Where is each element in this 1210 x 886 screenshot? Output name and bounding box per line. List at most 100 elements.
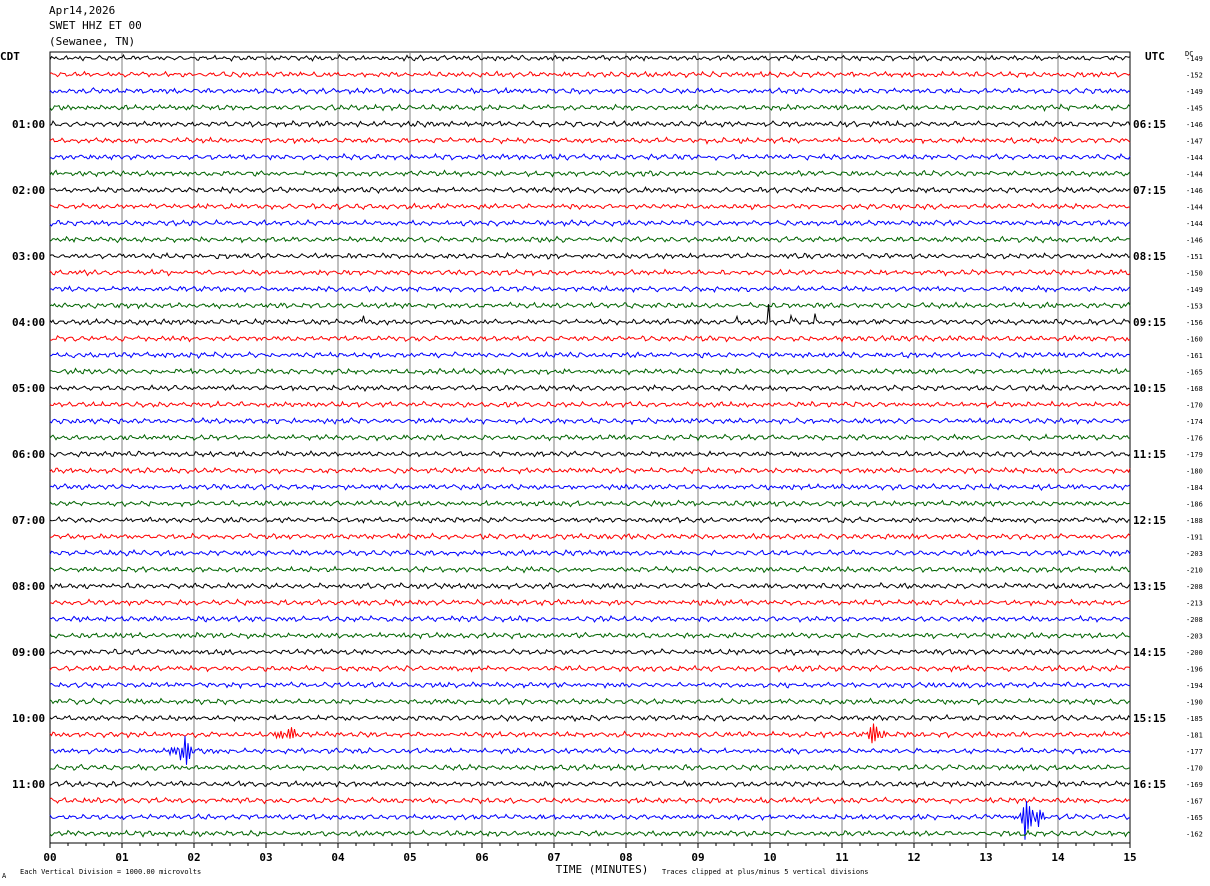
dc-offset-label: -176 <box>1186 435 1203 443</box>
dc-offset-label: -146 <box>1186 187 1203 195</box>
dc-offset-label: -185 <box>1186 715 1203 723</box>
x-tick-label: 11 <box>835 851 849 864</box>
trace-line <box>49 565 1131 574</box>
left-timezone-label: CDT <box>0 50 20 63</box>
left-hour-label: 10:00 <box>12 712 45 725</box>
trace-line <box>49 251 1131 260</box>
trace-line <box>49 681 1131 690</box>
left-hour-label: 08:00 <box>12 580 45 593</box>
dc-offset-label: -149 <box>1186 55 1203 63</box>
dc-offset-label: -144 <box>1186 171 1203 179</box>
left-hour-label: 02:00 <box>12 184 45 197</box>
dc-offset-label: -196 <box>1186 666 1203 674</box>
dc-offset-label: -170 <box>1186 402 1203 410</box>
trace-line <box>49 119 1131 129</box>
x-tick-label: 05 <box>403 851 416 864</box>
dc-offset-label: -184 <box>1186 484 1203 492</box>
dc-offset-label: -170 <box>1186 765 1203 773</box>
trace-line <box>49 400 1131 409</box>
trace-line <box>49 466 1131 475</box>
trace-line <box>49 185 1131 195</box>
trace-line <box>49 735 1131 765</box>
x-tick-label: 06 <box>475 851 489 864</box>
dc-offset-label: -190 <box>1186 699 1203 707</box>
clip-note: Traces clipped at plus/minus 5 vertical … <box>662 868 869 876</box>
dc-offset-label: -147 <box>1186 138 1203 146</box>
trace-line <box>49 53 1131 62</box>
trace-line <box>49 86 1131 95</box>
header-station: SWET HHZ ET 00 <box>49 19 142 32</box>
right-hour-label: 11:15 <box>1133 448 1166 461</box>
dc-offset-label: -146 <box>1186 121 1203 129</box>
dc-label: DC <box>1185 50 1194 58</box>
dc-offset-label: -168 <box>1186 385 1203 393</box>
corner-mark: A <box>2 872 7 880</box>
dc-offset-label: -188 <box>1186 517 1203 525</box>
dc-offset-label: -146 <box>1186 237 1203 245</box>
right-hour-label: 16:15 <box>1133 778 1166 791</box>
trace-line <box>49 433 1131 442</box>
dc-offset-label: -149 <box>1186 88 1203 96</box>
dc-offset-label: -165 <box>1186 814 1203 822</box>
dc-offset-label: -145 <box>1186 105 1203 113</box>
x-tick-label: 15 <box>1123 851 1136 864</box>
dc-offset-label: -174 <box>1186 418 1203 426</box>
trace-line <box>49 697 1131 706</box>
trace-line <box>49 581 1131 591</box>
dc-offset-label: -179 <box>1186 451 1203 459</box>
trace-line <box>49 763 1131 772</box>
dc-offset-label: -167 <box>1186 798 1203 806</box>
trace-line <box>49 304 1131 327</box>
dc-offset-label: -153 <box>1186 303 1203 311</box>
trace-line <box>49 384 1131 392</box>
dc-offset-label: -210 <box>1186 567 1203 575</box>
trace-line <box>49 202 1131 211</box>
trace-line <box>49 549 1131 558</box>
trace-line <box>49 334 1131 343</box>
right-hour-label: 08:15 <box>1133 250 1166 263</box>
x-tick-label: 14 <box>1051 851 1065 864</box>
dc-offset-label: -213 <box>1186 600 1203 608</box>
dc-offset-label: -200 <box>1186 649 1203 657</box>
dc-offset-label: -194 <box>1186 682 1203 690</box>
left-hour-label: 09:00 <box>12 646 45 659</box>
right-hour-label: 14:15 <box>1133 646 1166 659</box>
trace-line <box>49 598 1131 607</box>
trace-line <box>49 829 1131 838</box>
right-hour-label: 15:15 <box>1133 712 1166 725</box>
dc-offset-label: -156 <box>1186 319 1203 327</box>
trace-line <box>49 284 1131 294</box>
trace-line <box>49 70 1131 79</box>
dc-offset-label: -208 <box>1186 583 1203 591</box>
trace-line <box>49 801 1131 840</box>
dc-offset-label: -144 <box>1186 220 1203 228</box>
right-timezone-label: UTC <box>1145 50 1165 63</box>
dc-offset-label: -181 <box>1186 732 1203 740</box>
left-hour-label: 05:00 <box>12 382 45 395</box>
left-hour-label: 04:00 <box>12 316 45 329</box>
trace-line <box>49 648 1131 657</box>
header-date: Apr14,2026 <box>49 4 116 17</box>
dc-offset-label: -203 <box>1186 633 1203 641</box>
trace-line <box>49 136 1131 145</box>
trace-line <box>49 152 1131 161</box>
trace-line <box>49 631 1131 640</box>
x-tick-label: 13 <box>979 851 992 864</box>
trace-line <box>49 723 1131 744</box>
left-hour-label: 06:00 <box>12 448 45 461</box>
dc-offset-label: -169 <box>1186 781 1203 789</box>
left-hour-label: 07:00 <box>12 514 45 527</box>
x-tick-label: 04 <box>331 851 345 864</box>
dc-offset-label: -160 <box>1186 336 1203 344</box>
trace-line <box>49 268 1131 277</box>
dc-offset-label: -144 <box>1186 204 1203 212</box>
right-hour-label: 10:15 <box>1133 382 1166 395</box>
right-hour-label: 12:15 <box>1133 514 1166 527</box>
dc-offset-label: -208 <box>1186 616 1203 624</box>
dc-offset-label: -177 <box>1186 748 1203 756</box>
trace-line <box>49 235 1131 244</box>
dc-offset-label: -152 <box>1186 72 1203 80</box>
trace-line <box>49 713 1131 723</box>
x-tick-label: 08 <box>619 851 632 864</box>
